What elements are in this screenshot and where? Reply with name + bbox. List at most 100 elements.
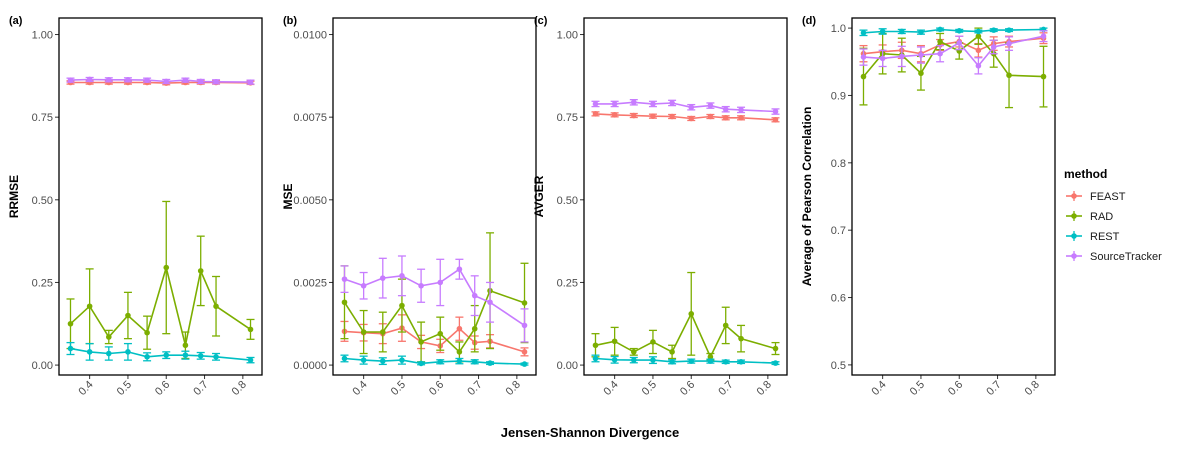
data-point (341, 355, 348, 362)
series-line (70, 81, 251, 84)
data-point (471, 358, 478, 365)
y-tick-label: 0.6 (831, 293, 846, 305)
series-rad (340, 232, 529, 363)
data-point (213, 303, 219, 310)
data-point (163, 264, 170, 271)
data-point (247, 326, 254, 333)
data-point (669, 100, 675, 106)
data-point (738, 115, 744, 121)
y-tick-label: 1.00 (557, 30, 578, 42)
panel-label: (d) (802, 15, 816, 27)
x-tick-label: 0.6 (678, 379, 697, 398)
x-tick-label: 0.6 (427, 379, 446, 398)
data-point (630, 357, 637, 363)
data-point (360, 329, 367, 335)
data-point (611, 338, 618, 345)
data-point (125, 312, 131, 319)
y-tick-label: 1.0 (831, 23, 846, 35)
data-point (738, 358, 744, 365)
data-point (650, 339, 656, 345)
y-tick-label: 0.0100 (293, 30, 327, 42)
legend-label: REST (1090, 231, 1120, 243)
panel-a: (a) RRMSE 0.00 0.25 0.50 0.75 1.00 0.4 0.5 0.6 0.7… (7, 15, 263, 398)
data-point (144, 329, 150, 336)
series-sourcetracker (591, 98, 780, 115)
series-rad (66, 200, 255, 360)
panel-border (58, 17, 263, 376)
data-point (937, 38, 943, 45)
data-point (592, 355, 599, 362)
series-rest (66, 341, 255, 364)
data-point (990, 27, 997, 33)
data-point (418, 339, 424, 345)
data-point (67, 77, 74, 83)
series-rest (859, 26, 1048, 37)
data-point (937, 26, 943, 33)
data-point (105, 350, 112, 357)
data-point (956, 27, 963, 34)
data-point (105, 77, 112, 83)
data-point (688, 115, 695, 122)
data-point (738, 107, 744, 113)
y-tick-label: 0.25 (557, 277, 578, 289)
y-tick-label: 0.7 (831, 225, 846, 237)
data-point (197, 353, 204, 359)
data-point (247, 357, 254, 363)
data-point (688, 104, 695, 111)
y-tick-label: 0.0075 (293, 112, 327, 124)
data-point (898, 28, 905, 35)
y-tick-label: 0.50 (32, 195, 53, 207)
data-point (772, 360, 779, 366)
series-rest (591, 354, 780, 366)
series-line (595, 357, 776, 364)
y-tick-label: 0.00 (557, 360, 578, 372)
series-sourcetracker (66, 76, 255, 85)
data-point (1040, 73, 1047, 80)
data-point (521, 322, 528, 329)
data-point (487, 360, 493, 366)
data-point (86, 303, 93, 310)
data-point (67, 320, 74, 327)
series-line (862, 35, 1044, 78)
data-point (125, 349, 131, 355)
data-point (379, 329, 386, 335)
data-point (86, 76, 93, 83)
data-point (722, 322, 729, 329)
data-point (630, 99, 637, 106)
data-point (772, 108, 779, 115)
data-point (437, 358, 444, 365)
y-tick-label: 0.0050 (293, 195, 327, 207)
series-line (69, 264, 251, 346)
series-sourcetracker (340, 255, 529, 343)
data-point (521, 361, 528, 367)
series-line (595, 101, 776, 113)
series-line (70, 78, 251, 83)
data-point (399, 302, 405, 309)
data-point (86, 349, 93, 355)
data-point (592, 342, 599, 349)
data-point (379, 358, 386, 364)
y-tick-label: 0.50 (557, 195, 578, 207)
series-line (70, 347, 251, 361)
series-line (863, 37, 1044, 55)
data-point (487, 299, 493, 306)
legend-title: method (1064, 167, 1107, 181)
data-point (860, 30, 867, 36)
data-point (722, 358, 729, 365)
x-tick-label: 0.5 (389, 379, 408, 398)
data-point (879, 28, 886, 35)
data-point (722, 106, 729, 113)
data-point (418, 282, 424, 289)
panel-border (332, 17, 537, 376)
legend-label: SourceTracker (1090, 251, 1162, 263)
data-point (521, 300, 528, 306)
data-point (650, 101, 656, 107)
x-tick-label: 0.5 (115, 379, 134, 398)
legend: method FEAST RAD REST SourceTracker (1064, 167, 1162, 263)
x-tick-label: 0.6 (153, 379, 172, 398)
data-point (975, 28, 982, 35)
panel-label: (a) (9, 15, 23, 27)
data-point (105, 334, 112, 340)
legend-item-rad: RAD (1066, 211, 1113, 223)
y-tick-label: 0.0025 (293, 277, 327, 289)
